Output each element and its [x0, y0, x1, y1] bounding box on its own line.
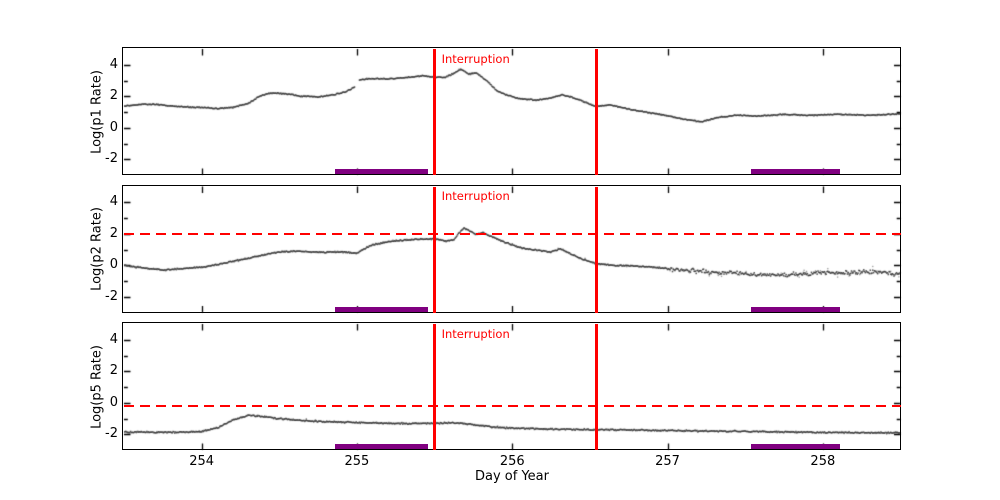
y-axis-label-p1: Log(p1 Rate): [89, 70, 105, 154]
x-axis-label: Day of Year: [475, 469, 549, 484]
y-axis-label-p2: Log(p2 Rate): [89, 207, 105, 291]
y-axis-label-p5: Log(p5 Rate): [89, 345, 105, 429]
